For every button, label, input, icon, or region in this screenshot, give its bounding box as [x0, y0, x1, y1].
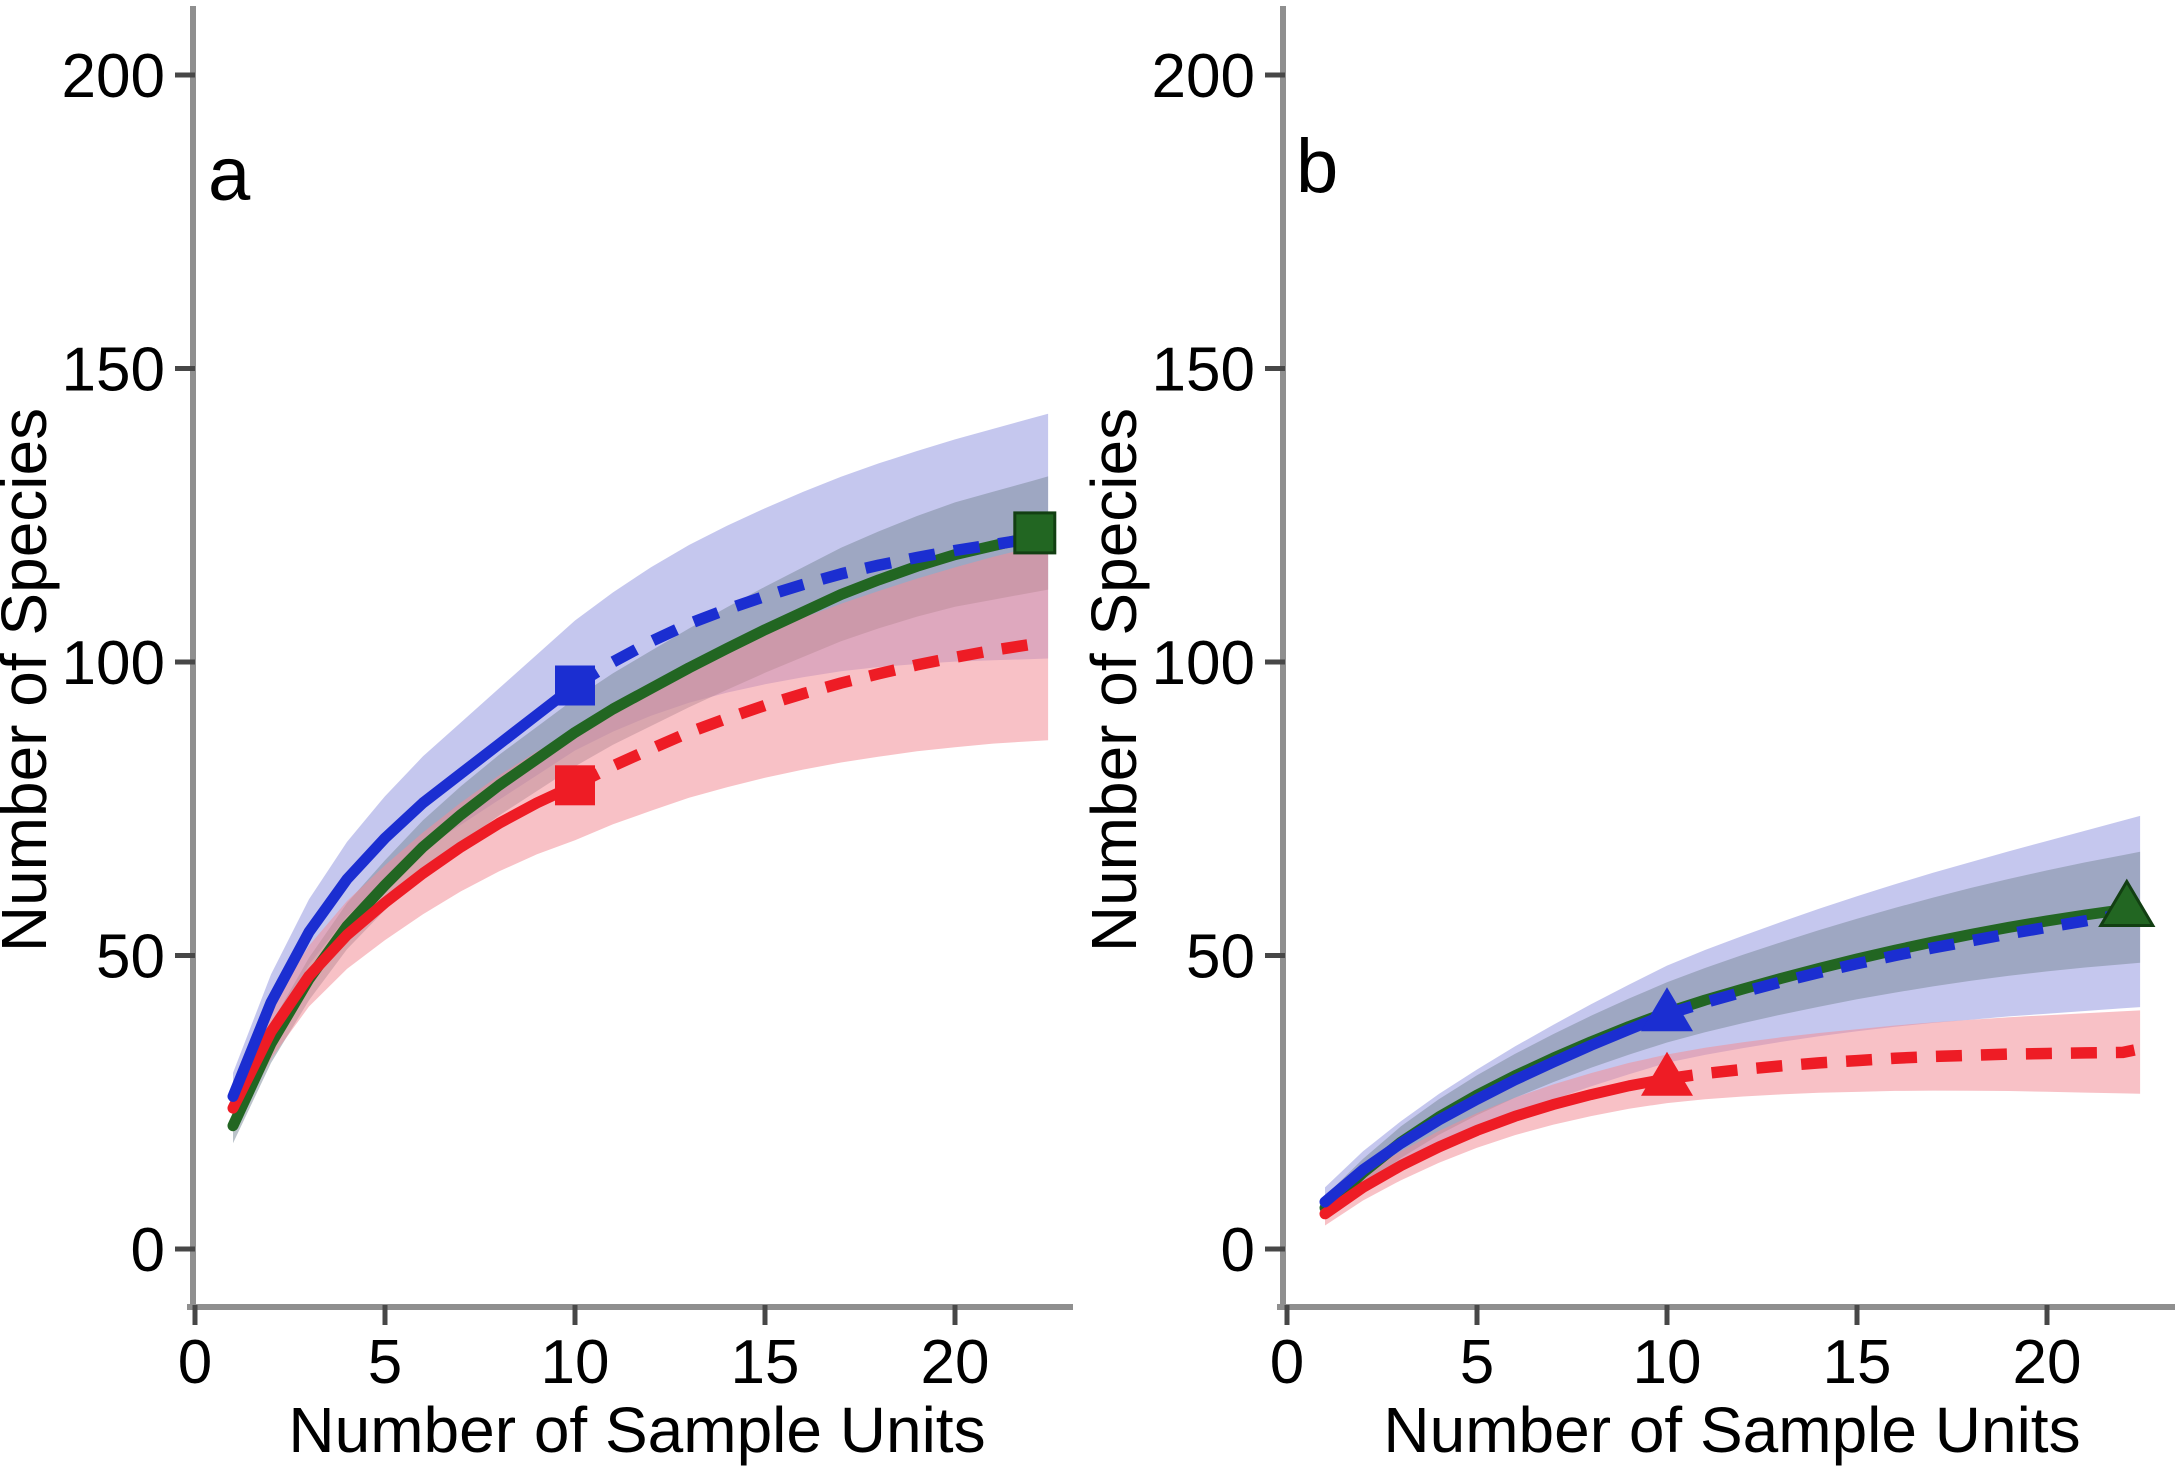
- y-tick-label: 150: [1152, 336, 1255, 405]
- red-square-marker: [555, 765, 595, 806]
- x-tick-label: 5: [1460, 1328, 1494, 1397]
- panel-label-b: b: [1296, 124, 1338, 209]
- green-square-marker: [1013, 511, 1057, 555]
- blue-triangle-marker: [1641, 987, 1693, 1032]
- x-tick-label: 20: [921, 1328, 990, 1397]
- series-green-solid-line: [227, 531, 1037, 1132]
- ci-band-red: [233, 543, 1049, 1132]
- series-blue-solid-line: [227, 680, 581, 1102]
- series-red-solid-line: [1319, 1073, 1673, 1220]
- green-triangle-marker: [2098, 878, 2156, 928]
- series-blue-dashed-line: [571, 533, 1032, 691]
- y-axis-label-panel-a: Number of Species: [0, 408, 60, 952]
- series-blue-dashed-line: [1665, 908, 2124, 1020]
- series-red-dashed-line: [1666, 1044, 2136, 1085]
- panel-label-a: a: [208, 132, 251, 217]
- blue-square-marker: [555, 665, 595, 706]
- series-red-dashed-line: [572, 637, 1044, 791]
- y-tick-label: 150: [62, 336, 165, 405]
- series-blue-solid-line: [1319, 1008, 1673, 1208]
- x-tick-label: 5: [368, 1328, 402, 1397]
- panel-a: 0 50 100 150 200 0 5 10 15 20: [62, 6, 1073, 1397]
- x-axis-label-panel-a: Number of Sample Units: [288, 1394, 985, 1466]
- red-triangle-marker: [1641, 1051, 1693, 1096]
- y-tick-label: 0: [131, 1216, 165, 1285]
- x-tick-label: 10: [1633, 1328, 1702, 1397]
- x-tick-label: 20: [2013, 1328, 2082, 1397]
- x-tick-label: 15: [1823, 1328, 1892, 1397]
- y-axis-label-panel-b: Number of Species: [1078, 408, 1150, 952]
- x-tick-label: 0: [1270, 1328, 1304, 1397]
- series-red-solid-line: [227, 779, 581, 1114]
- x-tick-label: 0: [178, 1328, 212, 1397]
- x-tick-label: 15: [731, 1328, 800, 1397]
- y-tick-label: 200: [1152, 42, 1255, 111]
- panel-b: 0 50 100 150 200 0 5 10 15 20: [1152, 6, 2175, 1397]
- y-tick-label: 50: [1186, 923, 1255, 992]
- y-tick-label: 100: [62, 629, 165, 698]
- y-tick-label: 100: [1152, 629, 1255, 698]
- ci-band-red: [1325, 1010, 2141, 1226]
- y-tick-label: 200: [62, 42, 165, 111]
- x-tick-label: 10: [541, 1328, 610, 1397]
- y-tick-label: 50: [96, 923, 165, 992]
- x-axis-label-panel-b: Number of Sample Units: [1383, 1394, 2080, 1466]
- y-tick-label: 0: [1221, 1216, 1255, 1285]
